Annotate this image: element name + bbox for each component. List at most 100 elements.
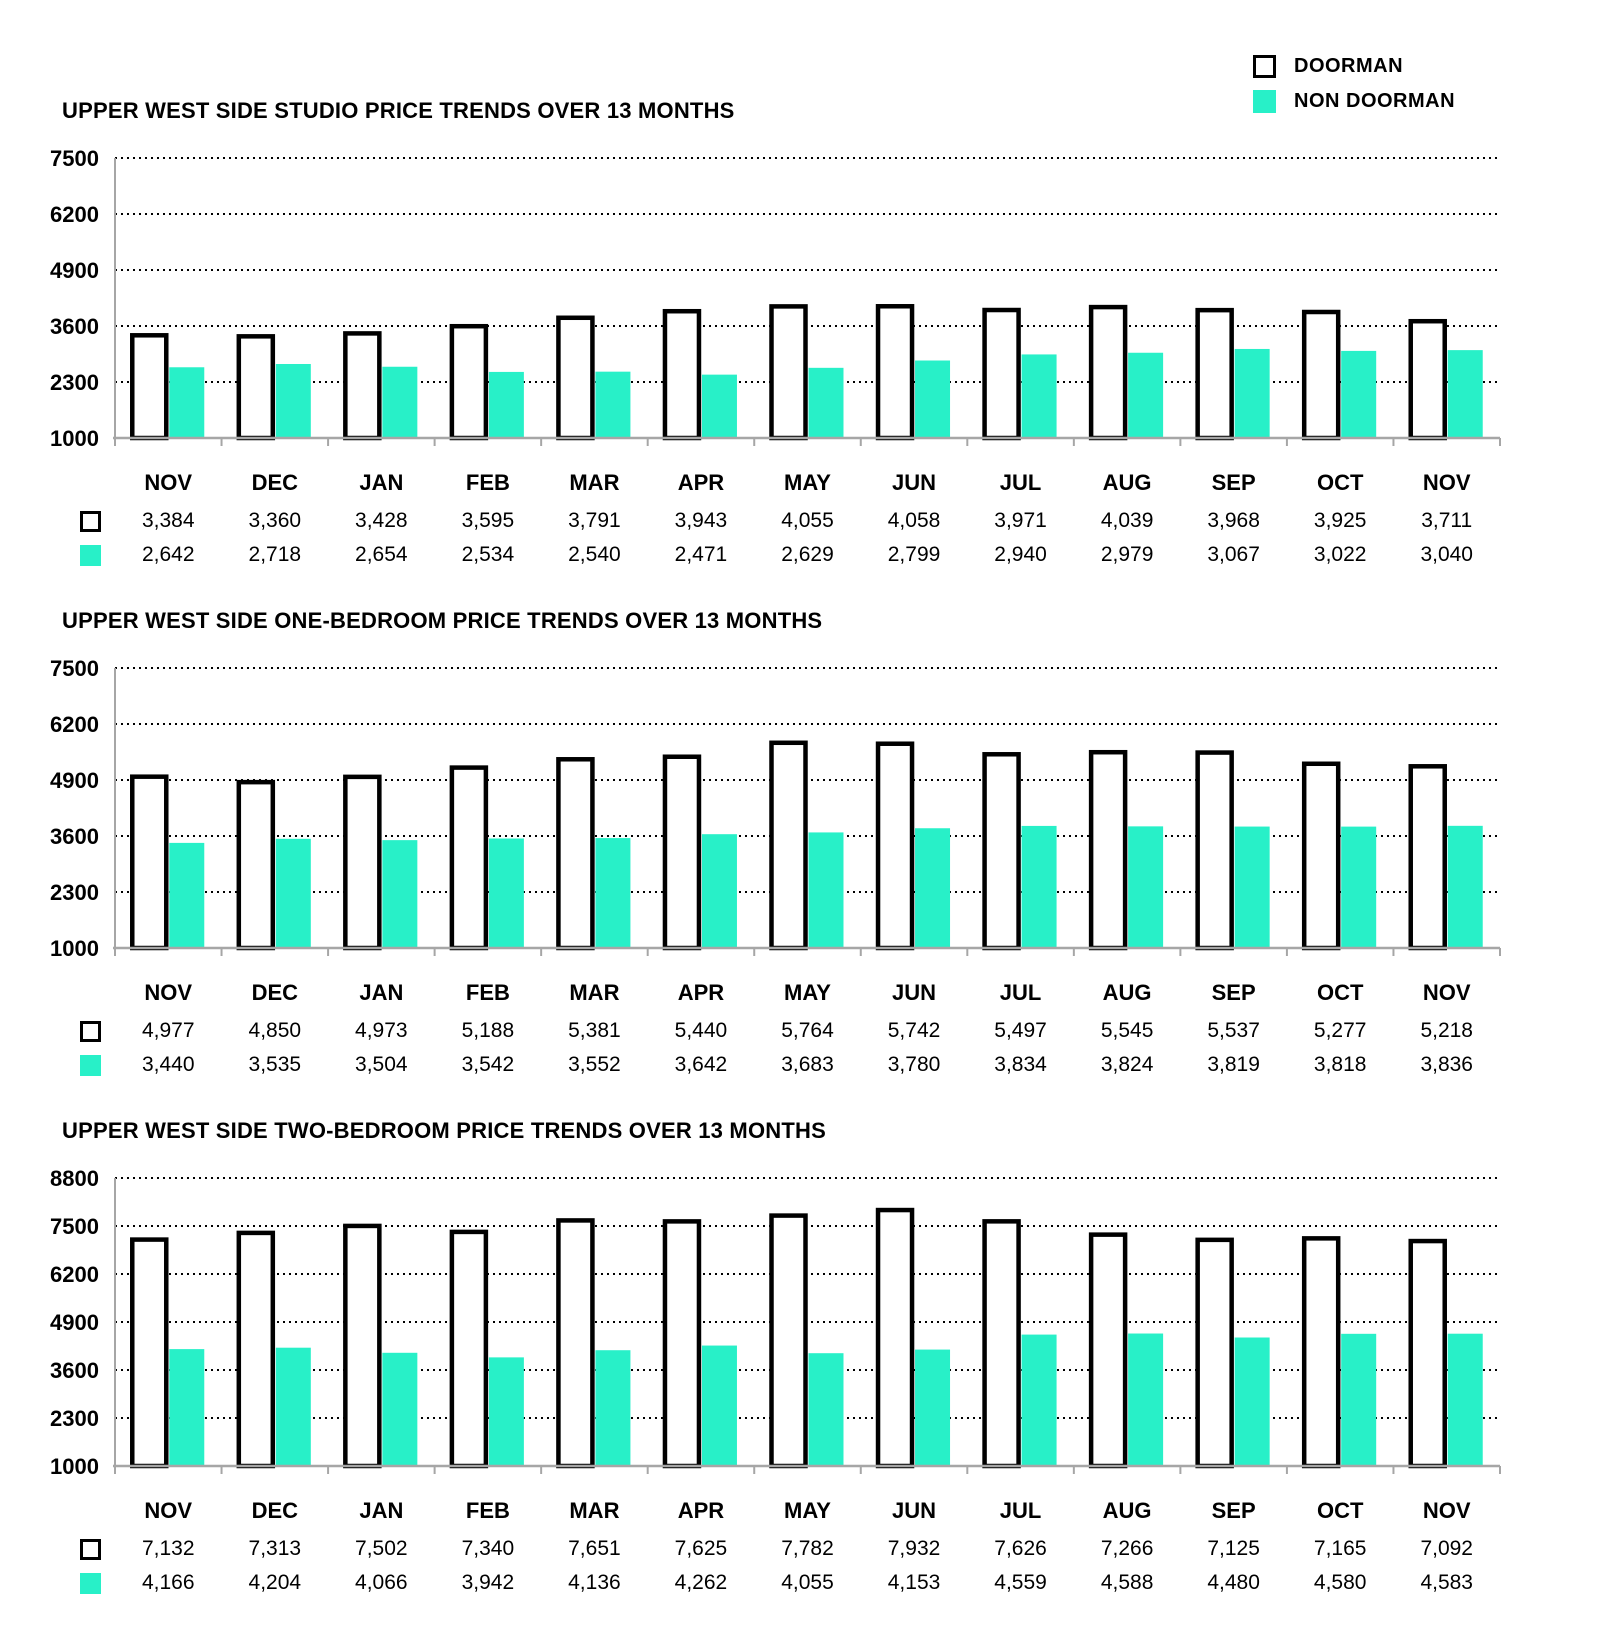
month-label: OCT [1316,470,1364,495]
doorman-bar [556,315,595,441]
month-label: MAR [569,470,620,495]
doorman-value: 4,055 [781,509,834,532]
non-doorman-value: 3,836 [1420,1053,1473,1076]
doorman-bar [449,765,489,951]
non-doorman-value: 3,683 [781,1053,834,1076]
non-doorman-bar [1021,825,1057,948]
doorman-key-icon [80,1538,101,1560]
doorman-value: 4,039 [1100,509,1154,532]
doorman-bar [875,304,915,441]
doorman-bar [769,1213,808,1469]
two-bedroom-chart-section: UPPER WEST SIDE TWO-BEDROOM PRICE TRENDS… [40,1118,1550,1600]
doorman-value: 4,058 [887,509,941,532]
doorman-value: 7,626 [994,1537,1047,1560]
non-doorman-bar [701,1345,737,1466]
non-doorman-key-icon [80,1054,101,1076]
doorman-value: 3,595 [461,509,515,532]
non-doorman-value: 4,580 [1313,1571,1367,1594]
non-doorman-bar [1341,826,1377,948]
non-doorman-value: 3,642 [674,1053,728,1076]
doorman-bar [1301,761,1341,951]
studio-bar-chart: 7500 6200 4900 3600 2300 1000 [40,138,1550,454]
non-doorman-value: 4,166 [141,1571,195,1594]
doorman-bar [875,741,915,951]
doorman-value: 7,125 [1207,1537,1260,1560]
doorman-bar [1301,1236,1341,1469]
month-label: APR [677,1498,725,1523]
non-doorman-value: 2,642 [141,543,195,566]
month-row-key [40,1488,115,1532]
y-axis-tick-label: 4900 [50,1310,99,1335]
y-axis-tick-label: 3600 [50,314,99,339]
month-label: MAY [784,1498,831,1523]
doorman-value: 4,850 [248,1019,302,1042]
month-label: MAR [569,980,620,1005]
y-axis-tick-label: 7500 [50,656,99,681]
non-doorman-value: 3,552 [568,1053,621,1076]
month-label: AUG [1102,980,1152,1005]
doorman-bar [130,1237,169,1469]
y-axis-tick-label: 7500 [50,1214,99,1239]
non-doorman-bar [1341,350,1377,438]
non-doorman-bar [1234,826,1270,948]
non-doorman-bar [915,1349,951,1466]
y-axis-tick-label: 4900 [50,258,99,283]
month-label: JUL [999,470,1042,495]
non-doorman-bar [1021,354,1057,438]
month-label: APR [677,470,725,495]
y-axis-tick-label: 2300 [50,880,99,905]
non-doorman-value: 4,262 [674,1571,728,1594]
y-axis-tick-label: 8800 [50,1166,99,1191]
month-label: SEP [1211,980,1256,1005]
doorman-row-key [40,504,115,538]
doorman-bar [1195,750,1234,951]
non-doorman-bar [488,371,524,438]
month-label: JAN [359,1498,404,1523]
non-doorman-bar [595,371,631,438]
bar-chart-svg: 7500 6200 4900 3600 2300 1000 [50,146,1501,451]
doorman-value: 5,218 [1420,1019,1473,1042]
doorman-value: 3,711 [1421,509,1473,532]
non-doorman-bar [808,1353,844,1466]
doorman-value: 7,782 [781,1537,834,1560]
non-doorman-bar [275,838,311,948]
non-doorman-key-icon [80,544,101,566]
non-doorman-bar [1234,348,1270,438]
non-doorman-value: 3,834 [994,1053,1047,1076]
non-doorman-value: 4,583 [1420,1571,1473,1594]
month-label: OCT [1316,1498,1364,1523]
doorman-bar [769,740,808,951]
non-doorman-bar [595,838,631,948]
doorman-bar [1408,318,1447,441]
doorman-value: 7,651 [568,1537,621,1560]
month-label: JUL [999,980,1042,1005]
non-doorman-bar [595,1350,631,1466]
bar-chart-svg: 8800 7500 6200 4900 3600 2300 1000 [50,1166,1501,1479]
doorman-value: 7,092 [1420,1537,1473,1560]
one-bedroom-bar-chart: 7500 6200 4900 3600 2300 1000 [40,648,1550,964]
doorman-bar [875,1207,915,1469]
chart-legend: DOORMAN NON DOORMAN [1253,55,1455,125]
doorman-bar [1408,764,1447,951]
two-bedroom-chart-title: UPPER WEST SIDE TWO-BEDROOM PRICE TRENDS… [62,1118,826,1143]
studio-chart-title: UPPER WEST SIDE STUDIO PRICE TRENDS OVER… [62,98,735,123]
y-axis-tick-label: 1000 [50,426,99,451]
non-doorman-value: 2,799 [887,543,941,566]
non-doorman-bar [382,366,418,438]
month-label: NOV [144,1498,193,1523]
doorman-bar [1195,1237,1234,1469]
month-label: AUG [1102,470,1152,495]
doorman-value: 7,165 [1313,1537,1367,1560]
y-axis-tick-label: 1000 [50,1454,99,1479]
studio-data-table: NOV DEC JAN FEB MAR APR MAY JUN JUL AUG SEP OCT NOV 3… [40,460,1500,572]
doorman-value: 4,973 [355,1019,408,1042]
non-doorman-bar [275,1347,311,1466]
non-doorman-bar [808,832,844,948]
doorman-bar [449,1229,489,1469]
y-axis-tick-label: 3600 [50,1358,99,1383]
doorman-value: 5,440 [674,1019,728,1042]
y-axis-tick-label: 1000 [50,936,99,961]
month-label: MAY [784,980,831,1005]
doorman-bar [130,333,169,441]
non-doorman-value: 4,066 [355,1571,408,1594]
